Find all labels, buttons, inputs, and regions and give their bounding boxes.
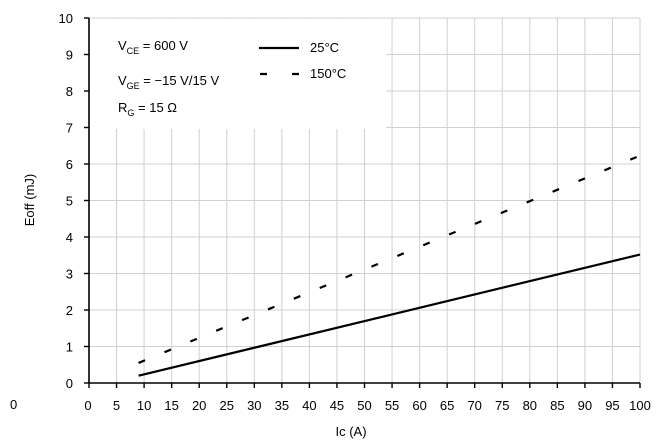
x-tick-label: 60: [412, 398, 426, 413]
condition-label: VGE = −15 V/15 V: [118, 73, 220, 91]
y-tick-label: 10: [59, 11, 73, 26]
y-tick-label: 2: [66, 303, 73, 318]
stray-zero-label: 0: [10, 397, 17, 412]
x-tick-label: 85: [550, 398, 564, 413]
series-line-25C: [138, 253, 641, 377]
x-tick-label: 70: [467, 398, 481, 413]
y-tick-label: 7: [66, 121, 73, 136]
y-tick-label: 8: [66, 84, 73, 99]
x-tick-label: 55: [385, 398, 399, 413]
x-tick-label: 20: [192, 398, 206, 413]
legend-box: [90, 19, 386, 129]
x-tick-label: 45: [330, 398, 344, 413]
x-tick-label: 100: [629, 398, 651, 413]
y-tick-label: 6: [66, 157, 73, 172]
condition-label: RG = 15 Ω: [118, 100, 177, 118]
x-tick-label: 80: [523, 398, 537, 413]
x-tick-label: 95: [605, 398, 619, 413]
x-tick-label: 10: [137, 398, 151, 413]
legend: VCE = 600 V VGE = −15 V/15 V RG = 15 Ω 25°C…: [118, 38, 346, 118]
x-tick-label: 35: [275, 398, 289, 413]
y-tick-label: 3: [66, 267, 73, 282]
x-tick-label: 90: [578, 398, 592, 413]
y-tick-label: 9: [66, 48, 73, 63]
y-axis-title: Eoff (mJ): [22, 174, 37, 227]
x-tick-label: 65: [440, 398, 454, 413]
x-tick-label: 75: [495, 398, 509, 413]
y-tick-label: 4: [66, 230, 73, 245]
x-tick-label: 5: [113, 398, 120, 413]
series-layer: [138, 154, 641, 377]
x-tick-label: 25: [220, 398, 234, 413]
y-tick-label: 0: [66, 376, 73, 391]
x-tick-label: 50: [357, 398, 371, 413]
x-tick-label: 0: [84, 398, 91, 413]
y-tick-label: 5: [66, 194, 73, 209]
series-line-150C: [138, 154, 641, 364]
legend-series-label: 150°C: [310, 66, 346, 81]
x-tick-label: 30: [247, 398, 261, 413]
x-axis-title: Ic (A): [335, 424, 366, 439]
x-tick-label: 15: [164, 398, 178, 413]
legend-series-label: 25°C: [310, 40, 339, 55]
y-tick-label: 1: [66, 340, 73, 355]
x-tick-label: 40: [302, 398, 316, 413]
condition-label: VCE = 600 V: [118, 38, 188, 56]
